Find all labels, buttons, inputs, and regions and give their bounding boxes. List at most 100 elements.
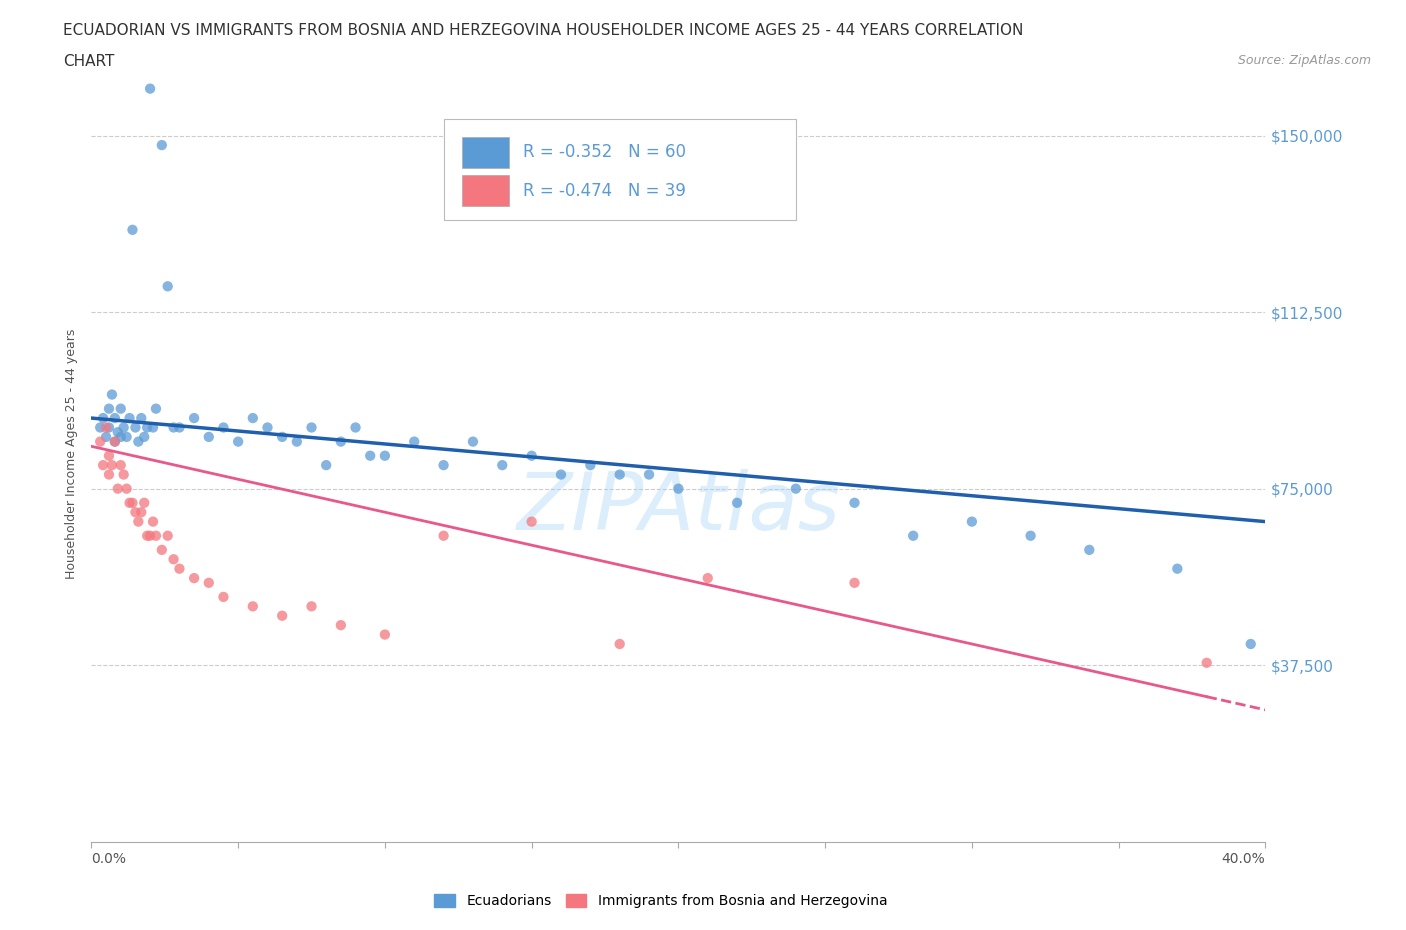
FancyBboxPatch shape (463, 176, 509, 206)
Point (404, 434, 426, 449)
Point (329, 434, 352, 449)
Text: ECUADORIAN VS IMMIGRANTS FROM BOSNIA AND HERZEGOVINA HOUSEHOLDER INCOME AGES 25 : ECUADORIAN VS IMMIGRANTS FROM BOSNIA AND… (63, 23, 1024, 38)
Point (101, 387, 124, 402)
Point (212, 420, 235, 435)
Point (127, 434, 149, 449)
Point (725, 496, 748, 511)
Point (242, 599, 264, 614)
Point (150, 138, 173, 153)
Point (491, 458, 513, 472)
FancyBboxPatch shape (463, 137, 509, 167)
Point (183, 411, 205, 426)
Point (666, 481, 689, 496)
Point (127, 514, 149, 529)
Point (432, 458, 454, 472)
Point (98, 420, 121, 435)
Point (374, 627, 396, 642)
Point (136, 420, 159, 435)
Point (129, 411, 152, 426)
Point (844, 576, 866, 591)
Point (98, 467, 121, 482)
Point (139, 528, 162, 543)
Point (156, 279, 179, 294)
Point (104, 434, 127, 449)
Point (301, 599, 323, 614)
Point (124, 420, 146, 435)
Point (94, 420, 117, 435)
Point (110, 401, 132, 416)
Point (271, 430, 294, 445)
Text: ZIPAtlas: ZIPAtlas (516, 469, 841, 547)
Text: R = -0.352   N = 60: R = -0.352 N = 60 (523, 143, 686, 161)
Point (98, 448, 121, 463)
Point (903, 528, 925, 543)
Point (285, 434, 308, 449)
Text: 0.0%: 0.0% (91, 852, 127, 866)
Point (609, 636, 631, 651)
Point (579, 458, 602, 472)
Legend: Ecuadorians, Immigrants from Bosnia and Herzegovina: Ecuadorians, Immigrants from Bosnia and … (429, 889, 893, 914)
Point (162, 551, 184, 566)
Point (136, 528, 159, 543)
Point (115, 430, 138, 445)
Point (315, 458, 337, 472)
Point (461, 434, 484, 449)
Point (107, 425, 129, 440)
Point (115, 481, 138, 496)
Point (121, 496, 143, 511)
Point (1195, 656, 1218, 671)
Point (197, 430, 219, 445)
Point (550, 467, 572, 482)
Point (169, 561, 191, 576)
Point (520, 448, 543, 463)
Point (169, 420, 191, 435)
Point (271, 608, 294, 623)
Point (145, 401, 167, 416)
Point (134, 430, 156, 445)
Point (329, 618, 352, 632)
Point (112, 467, 135, 482)
Point (94, 430, 117, 445)
Point (104, 434, 127, 449)
Point (124, 505, 146, 520)
Point (129, 505, 152, 520)
Point (110, 458, 132, 472)
Point (197, 576, 219, 591)
Point (91, 411, 114, 426)
Point (89, 420, 111, 435)
Point (696, 571, 718, 586)
Point (960, 514, 983, 529)
Point (359, 448, 381, 463)
Text: R = -0.474   N = 39: R = -0.474 N = 39 (523, 182, 686, 200)
Point (107, 481, 129, 496)
Text: 40.0%: 40.0% (1222, 852, 1265, 866)
Point (183, 571, 205, 586)
Point (785, 481, 807, 496)
Point (344, 420, 367, 435)
Text: CHART: CHART (63, 54, 115, 69)
Point (91, 458, 114, 472)
Text: Source: ZipAtlas.com: Source: ZipAtlas.com (1237, 54, 1371, 67)
Point (520, 514, 543, 529)
Point (118, 496, 141, 511)
Point (89, 434, 111, 449)
Point (844, 496, 866, 511)
Point (142, 420, 165, 435)
Point (145, 528, 167, 543)
Point (226, 434, 249, 449)
Point (162, 420, 184, 435)
Point (101, 458, 124, 472)
Point (301, 420, 323, 435)
Y-axis label: Householder Income Ages 25 - 44 years: Householder Income Ages 25 - 44 years (65, 328, 79, 578)
Point (110, 430, 132, 445)
Point (112, 420, 135, 435)
Point (156, 528, 179, 543)
Point (1019, 528, 1042, 543)
FancyBboxPatch shape (443, 119, 796, 220)
Point (1166, 561, 1188, 576)
Point (1240, 636, 1263, 651)
Point (104, 411, 127, 426)
Point (1078, 542, 1101, 557)
Point (139, 81, 162, 96)
Point (142, 514, 165, 529)
